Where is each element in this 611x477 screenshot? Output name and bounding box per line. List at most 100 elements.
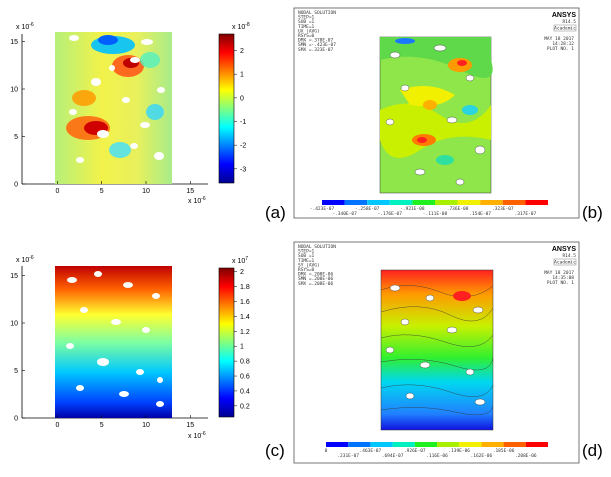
y-tick-label: 15 [10, 273, 18, 280]
legend-color-cell [326, 442, 349, 447]
panel-d-plot-no: PLOT NO. 1 [547, 280, 574, 286]
legend-bottom-label: .317E-07 [515, 211, 537, 217]
header-line: NODAL SOLUTION [298, 244, 336, 250]
header-line: NODAL SOLUTION [298, 10, 336, 16]
panel-label-b: (b) [582, 203, 603, 222]
colorbar-tick-label: 0.8 [240, 359, 250, 366]
legend-bottom-label: -.176E-07 [378, 211, 403, 217]
y-tick-label: 10 [10, 321, 18, 328]
header-line: DMX =.208E-06 [298, 272, 334, 278]
legend-color-cell [457, 200, 481, 205]
legend-top-label: .926E-07 [404, 448, 426, 454]
header-line: SMX =.208E-06 [298, 281, 334, 287]
x-tick-label: 0 [55, 422, 59, 429]
legend-color-cell [392, 442, 415, 447]
panel-b-date: MAY 18 2017 [544, 36, 574, 42]
legend-color-cell [348, 442, 371, 447]
panel-c-colorbar-ticks: 2 1.8 1.6 1.4 1.2 1 0.8 0.6 0.4 0.2 [234, 269, 250, 410]
panel-a-colorbar-ticks: 2 1 0 -1 -2 -3 [234, 48, 246, 173]
legend-bottom-label: .694E-07 [382, 453, 404, 459]
legend-color-cell [435, 200, 458, 205]
panel-d-time: 14:35:08 [552, 275, 574, 281]
legend-color-cell [437, 442, 460, 447]
colorbar-tick-label: 1.2 [240, 329, 250, 336]
legend-color-cell [481, 442, 504, 447]
panel-c: x 10-6 0 5 10 15 0 5 10 15 x 10-6 2 1.8 1.6 1.4 1.2… [10, 255, 250, 440]
legend-color-cell [459, 442, 482, 447]
y-tick-label: 0 [14, 182, 18, 189]
panel-a-x-exponent: x 10-6 [188, 196, 206, 205]
panel-c-voids [66, 271, 164, 407]
panel-a-colorbar [218, 33, 235, 184]
panel-b-version: R14.5 [562, 19, 576, 25]
panel-d-hotspot [453, 291, 471, 301]
panel-c-ticks: 0 5 10 15 0 5 10 15 [10, 273, 194, 429]
legend-color-cell [502, 200, 526, 205]
panel-d-model [380, 269, 494, 431]
colorbar-tick-label: 2 [240, 269, 244, 276]
legend-top-label: -.258E-07 [355, 206, 380, 212]
header-line: STEP=1 [298, 15, 315, 21]
colorbar-tick-label: -2 [240, 143, 246, 150]
panel-d-contour-lines [380, 285, 494, 416]
header-line: SMX =.323E-07 [298, 47, 334, 53]
legend-color-cell [344, 200, 368, 205]
header-line: RSYS=0 [298, 33, 315, 39]
x-tick-label: 15 [186, 188, 194, 195]
panel-d-version: R14.5 [562, 253, 576, 259]
header-line: SUB =1 [298, 253, 315, 259]
legend-top-label: .323E-07 [492, 206, 514, 212]
y-tick-label: 5 [14, 134, 18, 141]
header-line: TIME=1 [298, 24, 315, 30]
legend-top-label: .139E-06 [448, 448, 470, 454]
header-line: UX (AVG) [298, 28, 320, 34]
panel-c-field [55, 266, 172, 418]
colorbar-tick-label: 0.6 [240, 374, 250, 381]
panel-d-brand: ANSYS [552, 246, 576, 253]
x-tick-label: 5 [100, 188, 104, 195]
legend-color-cell [367, 200, 390, 205]
legend-bottom-label: .208E-06 [515, 453, 537, 459]
panel-a-ticks: 0 5 10 15 0 5 10 15 [10, 39, 194, 195]
panel-label-d: (d) [582, 441, 603, 460]
panel-c-y-exponent: x 10-6 [16, 255, 34, 264]
colorbar-tick-label: 1 [240, 344, 244, 351]
colorbar-tick-label: 1.8 [240, 284, 250, 291]
legend-top-label: .736E-08 [447, 206, 469, 212]
header-line: SUB =1 [298, 19, 315, 25]
legend-color-cell [525, 442, 548, 447]
colorbar-tick-label: -3 [240, 166, 246, 173]
colorbar-tick-label: 0 [240, 95, 244, 102]
colorbar-tick-label: 0.4 [240, 388, 250, 395]
y-tick-label: 0 [14, 416, 18, 423]
panel-b-brand: ANSYS [552, 12, 576, 19]
legend-top-label: .185E-06 [493, 448, 515, 454]
colorbar-tick-label: 2 [240, 48, 244, 55]
panel-b-time: 14:28:12 [552, 41, 574, 47]
panel-a-colorbar-exponent: x 10-8 [232, 22, 250, 31]
x-tick-label: 5 [100, 422, 104, 429]
panel-d-academic-box [553, 258, 577, 266]
panel-b-contours [380, 37, 493, 165]
panel-label-c: (c) [265, 441, 285, 460]
x-tick-label: 10 [142, 188, 150, 195]
colorbar-tick-label: 1 [240, 72, 244, 79]
legend-color-cell [322, 200, 345, 205]
panel-b-voids [385, 44, 486, 186]
legend-top-label: 0 [325, 448, 328, 454]
panel-a-y-exponent: x 10-6 [16, 22, 34, 31]
panel-b-academic: Academic [554, 26, 576, 32]
panel-label-a: (a) [265, 203, 286, 222]
legend-top-label: -.423E-07 [310, 206, 335, 212]
panel-a-voids [69, 35, 165, 163]
colorbar-tick-label: 0.2 [240, 403, 250, 410]
panel-d-date: MAY 18 2017 [544, 270, 574, 276]
legend-color-cell [412, 200, 435, 205]
panel-a: x 10-6 [10, 22, 250, 205]
legend-color-cell [480, 200, 503, 205]
legend-bottom-label: .154E-07 [469, 211, 491, 217]
panel-b-academic-box [553, 24, 577, 32]
panel-c-colorbar-exponent: x 107 [232, 256, 248, 265]
